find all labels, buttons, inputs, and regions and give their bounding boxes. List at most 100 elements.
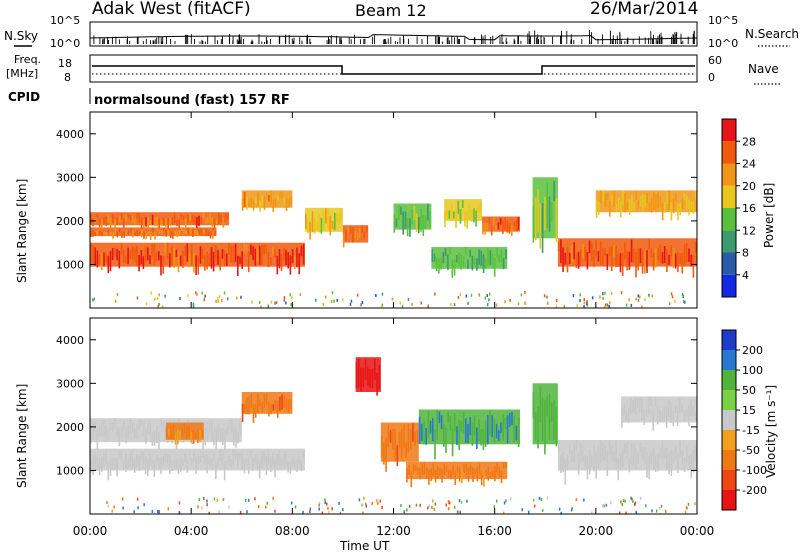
scatter-cell [215,461,217,480]
scatter-cell [467,423,469,444]
scatter-cell [141,230,143,237]
scatter-cell [201,429,204,438]
noise-speckle [639,295,641,299]
scatter-cell [241,198,244,211]
scatter-cell [442,251,445,264]
scatter-cell [575,440,578,451]
scatter-cell [193,453,195,462]
noise-speckle [218,510,220,514]
scatter-cell [162,255,164,274]
scatter-cell [568,252,571,264]
scatter-cell [114,458,116,470]
x-tick-label: 20:00 [579,524,614,538]
noise-speckle [331,507,333,511]
scatter-cell [429,421,432,434]
scatter-cell [259,399,261,407]
scatter-cell [127,458,129,469]
noise-speckle [583,305,585,309]
scatter-cell [263,450,265,463]
scatter-cell [187,214,189,224]
noise-speckle [258,301,261,304]
scatter-cell [500,250,503,262]
scatter-cell [688,455,690,470]
noise-speckle [92,298,94,302]
scatter-cell [657,191,659,208]
scatter-cell [112,232,114,239]
noise-speckle [136,497,139,501]
scatter-cell [602,443,604,461]
noise-speckle [358,498,361,502]
scatter-cell [593,249,595,267]
scatter-cell [628,199,631,216]
scatter-cell [274,248,276,258]
scatter-cell [349,225,352,234]
scatter-cell [209,231,212,239]
scatter-cell [144,455,147,475]
scatter-cell [243,243,246,253]
noise-axis-box [89,21,698,47]
scatter-cell [406,468,408,483]
scatter-cell [290,196,292,206]
noise-speckle [283,298,285,302]
scatter-cell [644,447,646,465]
scatter-cell [425,467,428,479]
scatter-cell [219,256,221,271]
scatter-cell [668,254,670,265]
scatter-cell [239,418,242,435]
scatter-cell [136,423,138,439]
scatter-cell [493,257,496,277]
scatter-cell [175,249,178,257]
scatter-cell [420,208,422,232]
scatter-cell [329,215,332,236]
scatter-cell [438,411,441,424]
scatter-cell [318,214,320,233]
scatter-cell [599,240,602,265]
noise-speckle [496,499,498,503]
noise-speckle [206,503,208,507]
scatter-cell [193,216,196,225]
scatter-cell [142,450,145,469]
noise-speckle [339,511,342,515]
scatter-cell [393,214,396,233]
scatter-cell [463,463,465,473]
scatter-cell [138,231,141,235]
scatter-cell [458,419,460,451]
scatter-cell [274,399,277,411]
noise-speckle [431,506,433,509]
noise-speckle [660,504,663,508]
scatter-cell [438,258,440,274]
scatter-cell [105,216,108,227]
scatter-cell [132,215,134,223]
scatter-cell [309,221,311,240]
scatter-cell [111,457,114,470]
noise-speckle [635,297,637,301]
scatter-cell [294,256,296,269]
scatter-cell [422,215,425,236]
scatter-cell [595,199,598,218]
scatter-cell [666,447,668,471]
scatter-cell [197,429,199,443]
noise-speckle [631,497,633,501]
scatter-cell [690,400,692,417]
scatter-cell [233,427,235,446]
noise-speckle [376,499,378,503]
scatter-cell [414,431,416,446]
scatter-cell [114,219,116,228]
noise-speckle [377,501,379,505]
noise-speckle [586,303,588,307]
noise-speckle [137,506,139,510]
scatter-cell [473,208,475,223]
scatter-cell [668,452,670,475]
noise-speckle [668,302,671,306]
scatter-cell [476,258,478,271]
noise-speckle [228,505,230,509]
scatter-cell [291,458,294,467]
scatter-cell [230,245,232,264]
scatter-cell [619,253,622,273]
scatter-cell [428,469,430,485]
scatter-cell [215,245,217,262]
scatter-cell [652,253,655,271]
scatter-cell [302,451,305,459]
scatter-cell [447,411,449,424]
